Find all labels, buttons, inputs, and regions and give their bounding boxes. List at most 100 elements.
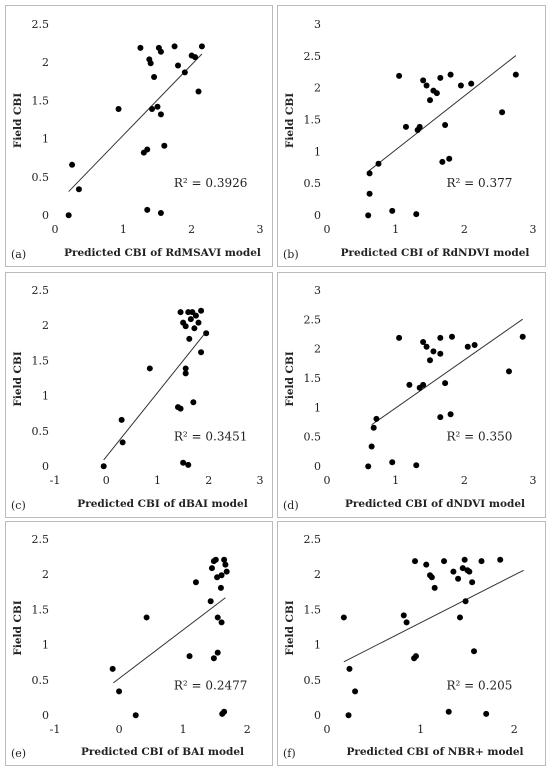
- data-point: [413, 211, 420, 218]
- data-point: [65, 212, 72, 219]
- trend-line: [343, 569, 524, 663]
- data-point: [471, 341, 478, 348]
- x-tick-label: 3: [530, 474, 537, 487]
- data-point: [116, 688, 123, 695]
- data-point: [423, 343, 430, 350]
- data-point: [420, 339, 427, 346]
- data-point: [412, 558, 419, 565]
- data-point: [368, 443, 375, 450]
- y-tick-label: 1: [314, 639, 321, 652]
- y-tick-label: 0.5: [304, 674, 322, 687]
- x-axis-label: Predicted CBI of dBAI model: [77, 498, 247, 510]
- data-point: [119, 439, 126, 446]
- x-tick-label: 2: [461, 474, 468, 487]
- data-point: [185, 309, 192, 316]
- x-axis-label: Predicted CBI of dNDVI model: [345, 498, 525, 510]
- data-point: [157, 209, 164, 216]
- data-point: [346, 665, 353, 672]
- y-tick-label: 1.5: [304, 114, 322, 127]
- data-point: [448, 333, 455, 340]
- data-point: [177, 309, 184, 316]
- data-point: [157, 111, 164, 118]
- y-axis-label: Field CBI: [12, 93, 24, 148]
- data-point: [182, 365, 189, 372]
- y-tick-label: 0.5: [304, 177, 322, 190]
- data-point: [175, 62, 181, 69]
- data-point: [186, 653, 193, 660]
- data-point: [468, 80, 475, 87]
- data-point: [437, 334, 444, 341]
- data-point: [192, 54, 199, 61]
- data-point: [207, 598, 214, 605]
- trend-line: [68, 53, 203, 192]
- x-axis-label: Predicted CBI of BAI model: [81, 746, 244, 758]
- panel-label: (c): [11, 499, 26, 512]
- x-axis-label: Predicted CBI of NBR+ model: [346, 746, 523, 758]
- data-point: [191, 325, 198, 332]
- y-tick-label: 0.5: [32, 674, 50, 687]
- data-point: [198, 349, 205, 356]
- data-point: [366, 190, 373, 197]
- data-point: [214, 614, 221, 621]
- data-point: [195, 88, 202, 95]
- data-point: [420, 381, 427, 388]
- data-point: [457, 82, 464, 89]
- data-point: [427, 357, 433, 364]
- data-point: [161, 142, 168, 149]
- data-point: [146, 365, 153, 372]
- data-point: [442, 380, 449, 387]
- data-point: [447, 71, 454, 78]
- data-point: [441, 558, 448, 565]
- panel-frame: [277, 5, 546, 267]
- x-tick-label: 1: [180, 723, 187, 736]
- data-point: [217, 584, 224, 591]
- y-tick-label: 1.5: [32, 603, 50, 616]
- data-point: [416, 123, 423, 130]
- y-tick-label: 2.5: [32, 18, 50, 31]
- data-point: [423, 561, 430, 568]
- data-point: [75, 186, 82, 193]
- y-tick-label: 2.5: [32, 284, 50, 297]
- data-point: [437, 74, 444, 81]
- data-point: [115, 106, 122, 113]
- y-tick-label: 3: [314, 18, 321, 31]
- x-tick-label: -1: [50, 723, 61, 736]
- data-point: [396, 334, 403, 341]
- x-axis-label: Predicted CBI of RdNDVI model: [341, 247, 530, 259]
- data-point: [412, 653, 419, 660]
- y-tick-label: 0: [42, 460, 49, 473]
- data-point: [365, 212, 372, 219]
- data-point: [340, 614, 347, 621]
- data-point: [208, 565, 215, 572]
- data-point: [396, 72, 403, 79]
- data-point: [210, 655, 217, 662]
- data-point: [192, 312, 199, 319]
- data-point: [190, 399, 197, 406]
- data-point: [171, 43, 178, 50]
- data-point: [437, 350, 444, 357]
- data-point: [431, 584, 438, 591]
- data-point: [455, 575, 462, 582]
- data-point: [406, 381, 413, 388]
- x-tick-label: 0: [324, 223, 331, 236]
- r-squared: R² = 0.3926: [174, 176, 248, 190]
- y-tick-label: 3: [314, 284, 321, 297]
- data-point: [439, 158, 446, 165]
- y-tick-label: 1.5: [32, 354, 50, 367]
- data-point: [147, 60, 154, 67]
- data-point: [471, 648, 478, 655]
- y-axis-label: Field CBI: [284, 351, 296, 406]
- data-point: [389, 459, 396, 466]
- x-tick-label: 1: [392, 474, 399, 487]
- data-point: [400, 612, 407, 619]
- y-tick-label: 1.5: [304, 372, 322, 385]
- y-axis-label: Field CBI: [12, 351, 24, 406]
- y-tick-label: 1: [314, 145, 321, 158]
- data-point: [198, 307, 205, 314]
- data-point: [365, 463, 372, 470]
- x-tick-label: 1: [154, 474, 161, 487]
- y-tick-label: 2: [42, 568, 49, 581]
- data-point: [461, 556, 468, 563]
- data-point: [519, 333, 526, 340]
